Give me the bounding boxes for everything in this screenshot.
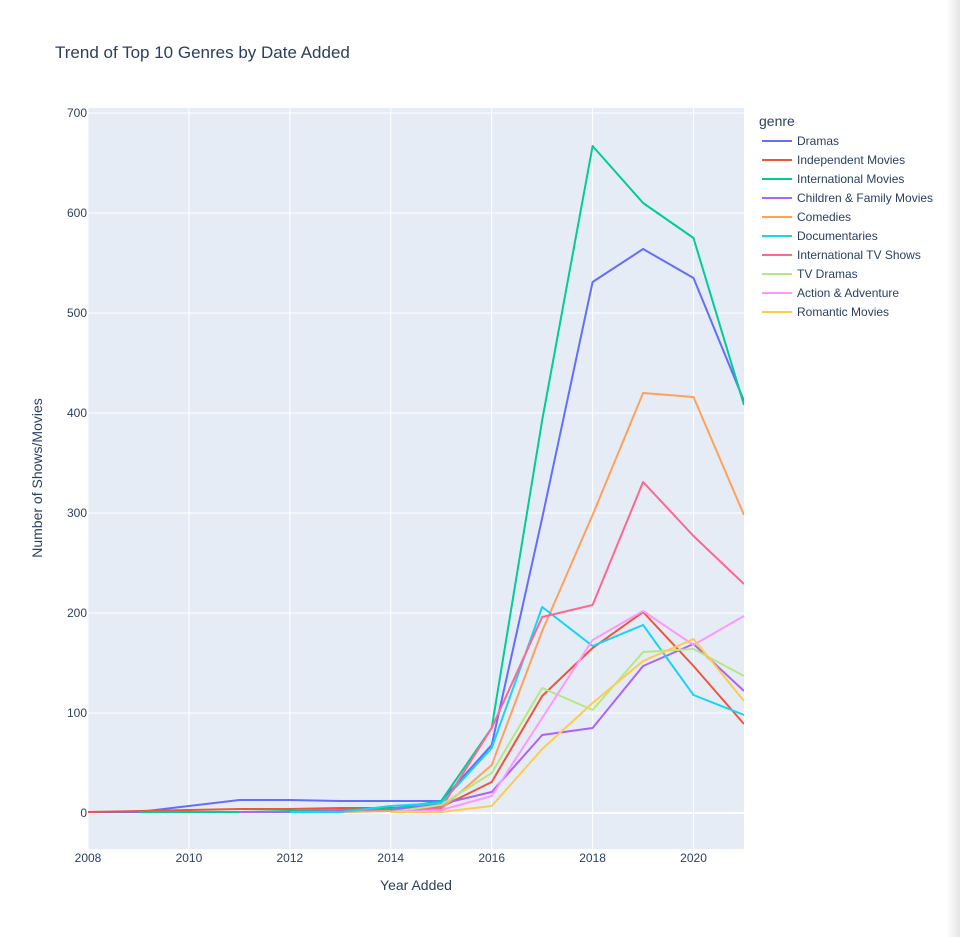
- legend-item[interactable]: Dramas: [762, 134, 839, 148]
- legend-item[interactable]: Documentaries: [762, 229, 878, 243]
- x-axis-label: Year Added: [380, 877, 452, 893]
- legend-label: Children & Family Movies: [797, 191, 933, 205]
- x-tick-label: 2010: [176, 851, 203, 865]
- legend-item[interactable]: International Movies: [762, 172, 904, 186]
- series-line-dramas: [88, 248, 744, 813]
- series-line-romantic-movies: [390, 638, 744, 813]
- y-tick-label: 700: [67, 106, 87, 120]
- y-tick-label: 500: [67, 306, 87, 320]
- series-line-documentaries: [289, 606, 744, 813]
- x-tick-label: 2018: [579, 851, 606, 865]
- chart-title: Trend of Top 10 Genres by Date Added: [55, 43, 350, 62]
- plot-area: [88, 108, 744, 849]
- legend-label: International TV Shows: [797, 248, 921, 262]
- y-tick-label: 200: [67, 606, 87, 620]
- legend-label: Documentaries: [797, 229, 878, 243]
- series-line-action-adventure: [390, 610, 744, 813]
- series-lines: [88, 145, 744, 813]
- legend-label: Comedies: [797, 210, 851, 224]
- legend-label: International Movies: [797, 172, 904, 186]
- axis-ticks: 2008 2010 2012 2014 2016 2018 2020 0 100 200 300 40…: [67, 106, 707, 865]
- y-axis-label: Number of Shows/Movies: [29, 398, 45, 558]
- legend-item[interactable]: TV Dramas: [762, 267, 858, 281]
- y-tick-label: 0: [80, 806, 87, 820]
- legend-label: Independent Movies: [797, 153, 905, 167]
- legend-item[interactable]: International TV Shows: [762, 248, 921, 262]
- grid-lines: [87, 108, 744, 849]
- x-tick-label: 2020: [680, 851, 707, 865]
- legend-item[interactable]: Children & Family Movies: [762, 191, 933, 205]
- x-tick-label: 2012: [276, 851, 303, 865]
- legend-label: Romantic Movies: [797, 305, 889, 319]
- x-tick-label: 2008: [75, 851, 102, 865]
- series-line-international-tv-shows: [390, 481, 744, 812]
- legend-item[interactable]: Action & Adventure: [762, 286, 899, 300]
- x-tick-label: 2014: [377, 851, 404, 865]
- legend-label: TV Dramas: [797, 267, 858, 281]
- y-tick-label: 300: [67, 506, 87, 520]
- legend-label: Action & Adventure: [797, 286, 899, 300]
- legend-title: genre: [759, 113, 795, 129]
- y-tick-label: 600: [67, 206, 87, 220]
- y-tick-label: 100: [67, 706, 87, 720]
- legend-label: Dramas: [797, 134, 839, 148]
- legend-item[interactable]: Comedies: [762, 210, 851, 224]
- legend-item[interactable]: Independent Movies: [762, 153, 905, 167]
- series-line-tv-dramas: [390, 648, 744, 813]
- legend-item[interactable]: Romantic Movies: [762, 305, 889, 319]
- window-edge-shadow: [946, 0, 960, 937]
- y-tick-label: 400: [67, 406, 87, 420]
- x-tick-label: 2016: [478, 851, 505, 865]
- legend[interactable]: genre Dramas Independent Movies Internatio…: [759, 113, 933, 319]
